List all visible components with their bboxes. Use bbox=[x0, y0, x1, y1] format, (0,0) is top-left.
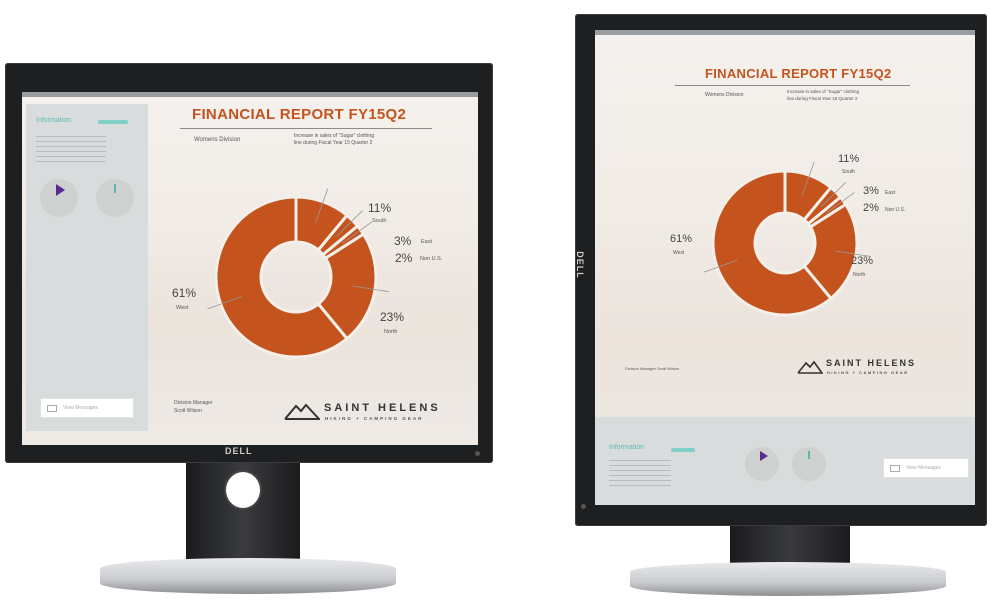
leader-line bbox=[703, 259, 738, 273]
slice-label-nonus: Non U.S. bbox=[420, 256, 443, 262]
slice-label-north: North bbox=[853, 272, 866, 278]
logo-name: SAINT HELENS bbox=[324, 402, 441, 414]
right-monitor-base bbox=[630, 562, 946, 596]
power-button[interactable] bbox=[475, 451, 480, 456]
manager-name: Scott Wilson bbox=[174, 408, 202, 414]
division-label: Womens Division bbox=[194, 137, 241, 143]
window-titlebar bbox=[595, 30, 975, 35]
right-screen: FINANCIAL REPORT FY15Q2 Womens Division … bbox=[595, 30, 975, 505]
slice-label-west: West bbox=[673, 250, 685, 256]
window-titlebar bbox=[22, 92, 478, 97]
description-line1: Increase in sales of "Sugar" clothing bbox=[294, 133, 374, 139]
donut-slice-north bbox=[802, 202, 859, 301]
left-stand-hole bbox=[224, 470, 262, 510]
info-pill bbox=[98, 120, 128, 124]
right-monitor-stand-neck bbox=[730, 523, 850, 569]
slice-label-east-pct: 3% bbox=[394, 234, 412, 248]
leader-line bbox=[315, 188, 329, 224]
info-text-placeholder bbox=[36, 136, 106, 166]
envelope-icon bbox=[47, 404, 57, 412]
mountain-logo-icon bbox=[284, 403, 320, 420]
slice-label-north: North bbox=[384, 329, 398, 335]
title-divider bbox=[180, 128, 432, 129]
description-line2: line during Fiscal Year 15 Quarter 2 bbox=[294, 140, 373, 146]
slice-label-south-pct: 11% bbox=[368, 201, 392, 215]
leader-line bbox=[826, 192, 855, 214]
left-monitor-base bbox=[100, 558, 396, 594]
leader-line bbox=[820, 181, 847, 208]
donut-chart bbox=[207, 188, 389, 359]
description-line2: line during Fiscal Year 15 Quarter 2 bbox=[787, 96, 858, 101]
info-text-placeholder bbox=[609, 460, 671, 488]
description-line1: Increase in sales of "Sugar" clothing bbox=[787, 89, 859, 94]
slice-label-south: South bbox=[372, 218, 387, 224]
logo-tagline: HIKING + CAMPING GEAR bbox=[827, 370, 909, 375]
slice-label-west: West bbox=[176, 305, 189, 311]
slice-label-west-pct: 61% bbox=[670, 233, 693, 245]
dell-logo: DELL bbox=[225, 446, 253, 456]
report-title: FINANCIAL REPORT FY15Q2 bbox=[705, 66, 892, 81]
slice-label-south: South bbox=[842, 169, 856, 175]
mountain-logo-icon bbox=[797, 360, 823, 374]
donut-slice-west bbox=[214, 195, 350, 359]
slice-label-east: East bbox=[885, 190, 896, 196]
division-label: Womens Division bbox=[705, 92, 744, 98]
donut-chart bbox=[703, 161, 871, 317]
left-screen: Information View Messages FINANCIAL REPO… bbox=[22, 92, 478, 445]
slice-label-nonus-pct: 2% bbox=[863, 202, 879, 214]
report-title: FINANCIAL REPORT FY15Q2 bbox=[192, 106, 407, 123]
info-heading: Information bbox=[36, 117, 72, 124]
progress-circle-purple bbox=[40, 179, 78, 217]
leader-line bbox=[336, 210, 363, 237]
slice-label-west-pct: 61% bbox=[172, 286, 197, 300]
slice-label-nonus-pct: 2% bbox=[395, 251, 413, 265]
title-divider bbox=[675, 85, 910, 86]
manager-title: Division Manager bbox=[174, 400, 213, 406]
leader-line bbox=[342, 221, 373, 244]
slice-label-south-pct: 11% bbox=[838, 153, 860, 165]
logo-tagline: HIKING + CAMPING GEAR bbox=[325, 416, 424, 421]
view-messages-button[interactable]: View Messages bbox=[40, 398, 134, 418]
info-heading: Information bbox=[609, 444, 645, 451]
donut-slice-north bbox=[316, 232, 378, 341]
slice-label-east: East bbox=[421, 239, 433, 245]
donut-slice-west bbox=[711, 169, 834, 317]
manager-inline: Division Manager Scott Wilson bbox=[625, 366, 680, 371]
info-pill bbox=[671, 448, 695, 452]
progress-circle-purple bbox=[745, 447, 779, 481]
view-messages-button[interactable]: View Messages bbox=[883, 458, 969, 478]
dell-logo-vertical: DELL bbox=[574, 251, 585, 279]
leader-line bbox=[352, 285, 389, 293]
progress-circle-teal bbox=[792, 447, 826, 481]
progress-circle-teal bbox=[96, 179, 134, 217]
envelope-icon bbox=[890, 464, 900, 472]
power-button[interactable] bbox=[581, 504, 586, 509]
leader-line bbox=[801, 161, 815, 196]
info-sidebar: Information View Messages bbox=[26, 104, 148, 431]
leader-line bbox=[835, 250, 871, 257]
leader-line bbox=[207, 296, 243, 310]
slice-label-nonus: Non U.S. bbox=[885, 207, 906, 213]
slice-label-north-pct: 23% bbox=[851, 255, 874, 267]
info-bottom-panel: Information View Messages bbox=[595, 417, 975, 505]
slice-label-north-pct: 23% bbox=[380, 310, 405, 324]
slice-label-east-pct: 3% bbox=[863, 185, 879, 197]
logo-name: SAINT HELENS bbox=[826, 358, 917, 368]
